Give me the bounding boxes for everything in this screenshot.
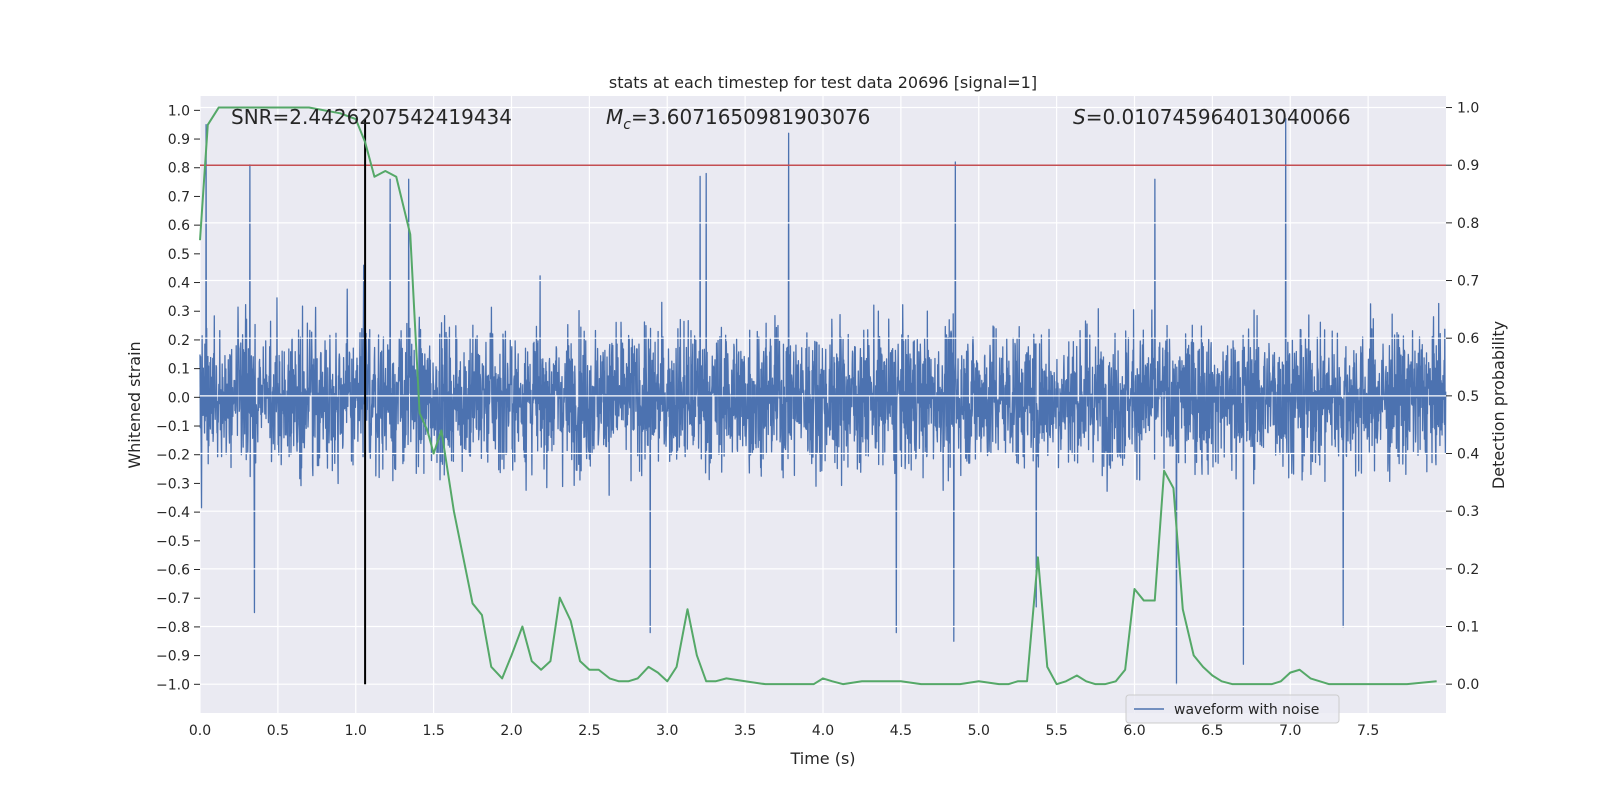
x-tick-label: 1.5 [422, 723, 444, 739]
x-tick-label: 5.5 [1045, 723, 1067, 739]
y-left-tick-label: 0.7 [168, 189, 190, 205]
y-left-tick-label: 0.4 [168, 276, 190, 292]
overlay-lines [199, 106, 1446, 686]
y-right-tick-label: 0.2 [1457, 562, 1479, 578]
x-tick-label: 6.0 [1123, 723, 1145, 739]
chirp-mass-symbol: M [606, 105, 623, 129]
y-left-tick-label: −0.3 [156, 476, 190, 492]
y-left-tick-label: −0.8 [156, 620, 190, 636]
y-left-tick-label: 0.6 [168, 218, 190, 234]
y-left-tick-label: 1.0 [168, 103, 190, 119]
x-tick-label: 1.0 [345, 723, 367, 739]
x-tick-label: 2.5 [578, 723, 600, 739]
s-annotation: S=0.010745964013040066 [1073, 105, 1351, 129]
waveform-series [199, 118, 1447, 685]
y-right-tick-label: 0.8 [1457, 216, 1479, 232]
y-right-axis-label: Detection probability [1489, 321, 1508, 489]
x-tick-label: 0.5 [267, 723, 289, 739]
x-axis-ticks: 0.0 0.5 1.0 1.5 2.0 2.5 3.0 3.5 4.0 4.5 5.0 5.5 6.0 6… [189, 723, 1379, 739]
x-axis-label: Time (s) [789, 749, 855, 768]
x-tick-label: 7.5 [1357, 723, 1379, 739]
y-right-tick-label: 0.4 [1457, 447, 1479, 463]
x-tick-label: 2.0 [500, 723, 522, 739]
legend: waveform with noise [1125, 694, 1340, 724]
y-left-tick-label: 0.1 [168, 362, 190, 378]
x-tick-label: 3.0 [656, 723, 678, 739]
chart-title: stats at each timestep for test data 206… [609, 73, 1037, 92]
y-left-tick-label: 0.5 [168, 247, 190, 263]
waveform-line [199, 118, 1447, 685]
y-left-axis-label: Whitened strain [125, 341, 144, 468]
x-tick-label: 0.0 [189, 723, 211, 739]
y-left-tick-label: −0.7 [156, 591, 190, 607]
y-right-tick-label: 0.6 [1457, 331, 1479, 347]
chirp-mass-subscript: c [623, 117, 631, 133]
y-left-tick-label: 0.9 [168, 132, 190, 148]
y-left-tick-label: −0.4 [156, 505, 190, 521]
s-symbol: S [1073, 105, 1086, 129]
y-left-tick-label: −1.0 [156, 677, 190, 693]
y-left-tick-label: −0.5 [156, 534, 190, 550]
x-tick-label: 6.5 [1201, 723, 1223, 739]
x-tick-label: 4.0 [812, 723, 834, 739]
y-right-tick-label: 0.7 [1457, 274, 1479, 290]
y-right-tick-label: 0.3 [1457, 504, 1479, 520]
y-right-tick-label: 0.1 [1457, 620, 1479, 636]
y-right-tick-label: 0.5 [1457, 389, 1479, 405]
y-left-tick-label: −0.6 [156, 563, 190, 579]
detection-probability-line [199, 106, 1437, 686]
legend-label: waveform with noise [1174, 702, 1319, 718]
y-right-tick-label: 0.9 [1457, 158, 1479, 174]
y-left-axis-ticks: 1.0 0.9 0.8 0.7 0.6 0.5 0.4 0.3 0.2 0.1 0.0 −0.1 −0.… [156, 103, 200, 693]
legend-box [1125, 694, 1340, 724]
y-left-tick-label: −0.9 [156, 649, 190, 665]
s-value: =0.010745964013040066 [1086, 105, 1351, 129]
x-tick-label: 7.0 [1279, 723, 1301, 739]
y-left-tick-label: 0.8 [168, 161, 190, 177]
y-right-axis-ticks: 0.0 0.1 0.2 0.3 0.4 0.5 0.6 0.7 0.8 0.9 1.0 [1446, 101, 1479, 693]
chirp-mass-value: =3.6071650981903076 [631, 105, 870, 129]
y-left-tick-label: 0.3 [168, 304, 190, 320]
x-tick-label: 4.5 [890, 723, 912, 739]
x-tick-label: 3.5 [734, 723, 756, 739]
y-left-tick-label: −0.2 [156, 448, 190, 464]
y-left-tick-label: 0.2 [168, 333, 190, 349]
chirp-mass-annotation: Mc=3.6071650981903076 [606, 105, 870, 133]
x-tick-label: 5.0 [968, 723, 990, 739]
y-left-tick-label: 0.0 [168, 390, 190, 406]
snr-annotation: SNR=2.4426207542419434 [231, 105, 512, 129]
y-right-tick-label: 1.0 [1457, 101, 1479, 117]
y-left-tick-label: −0.1 [156, 419, 190, 435]
y-right-tick-label: 0.0 [1457, 677, 1479, 693]
